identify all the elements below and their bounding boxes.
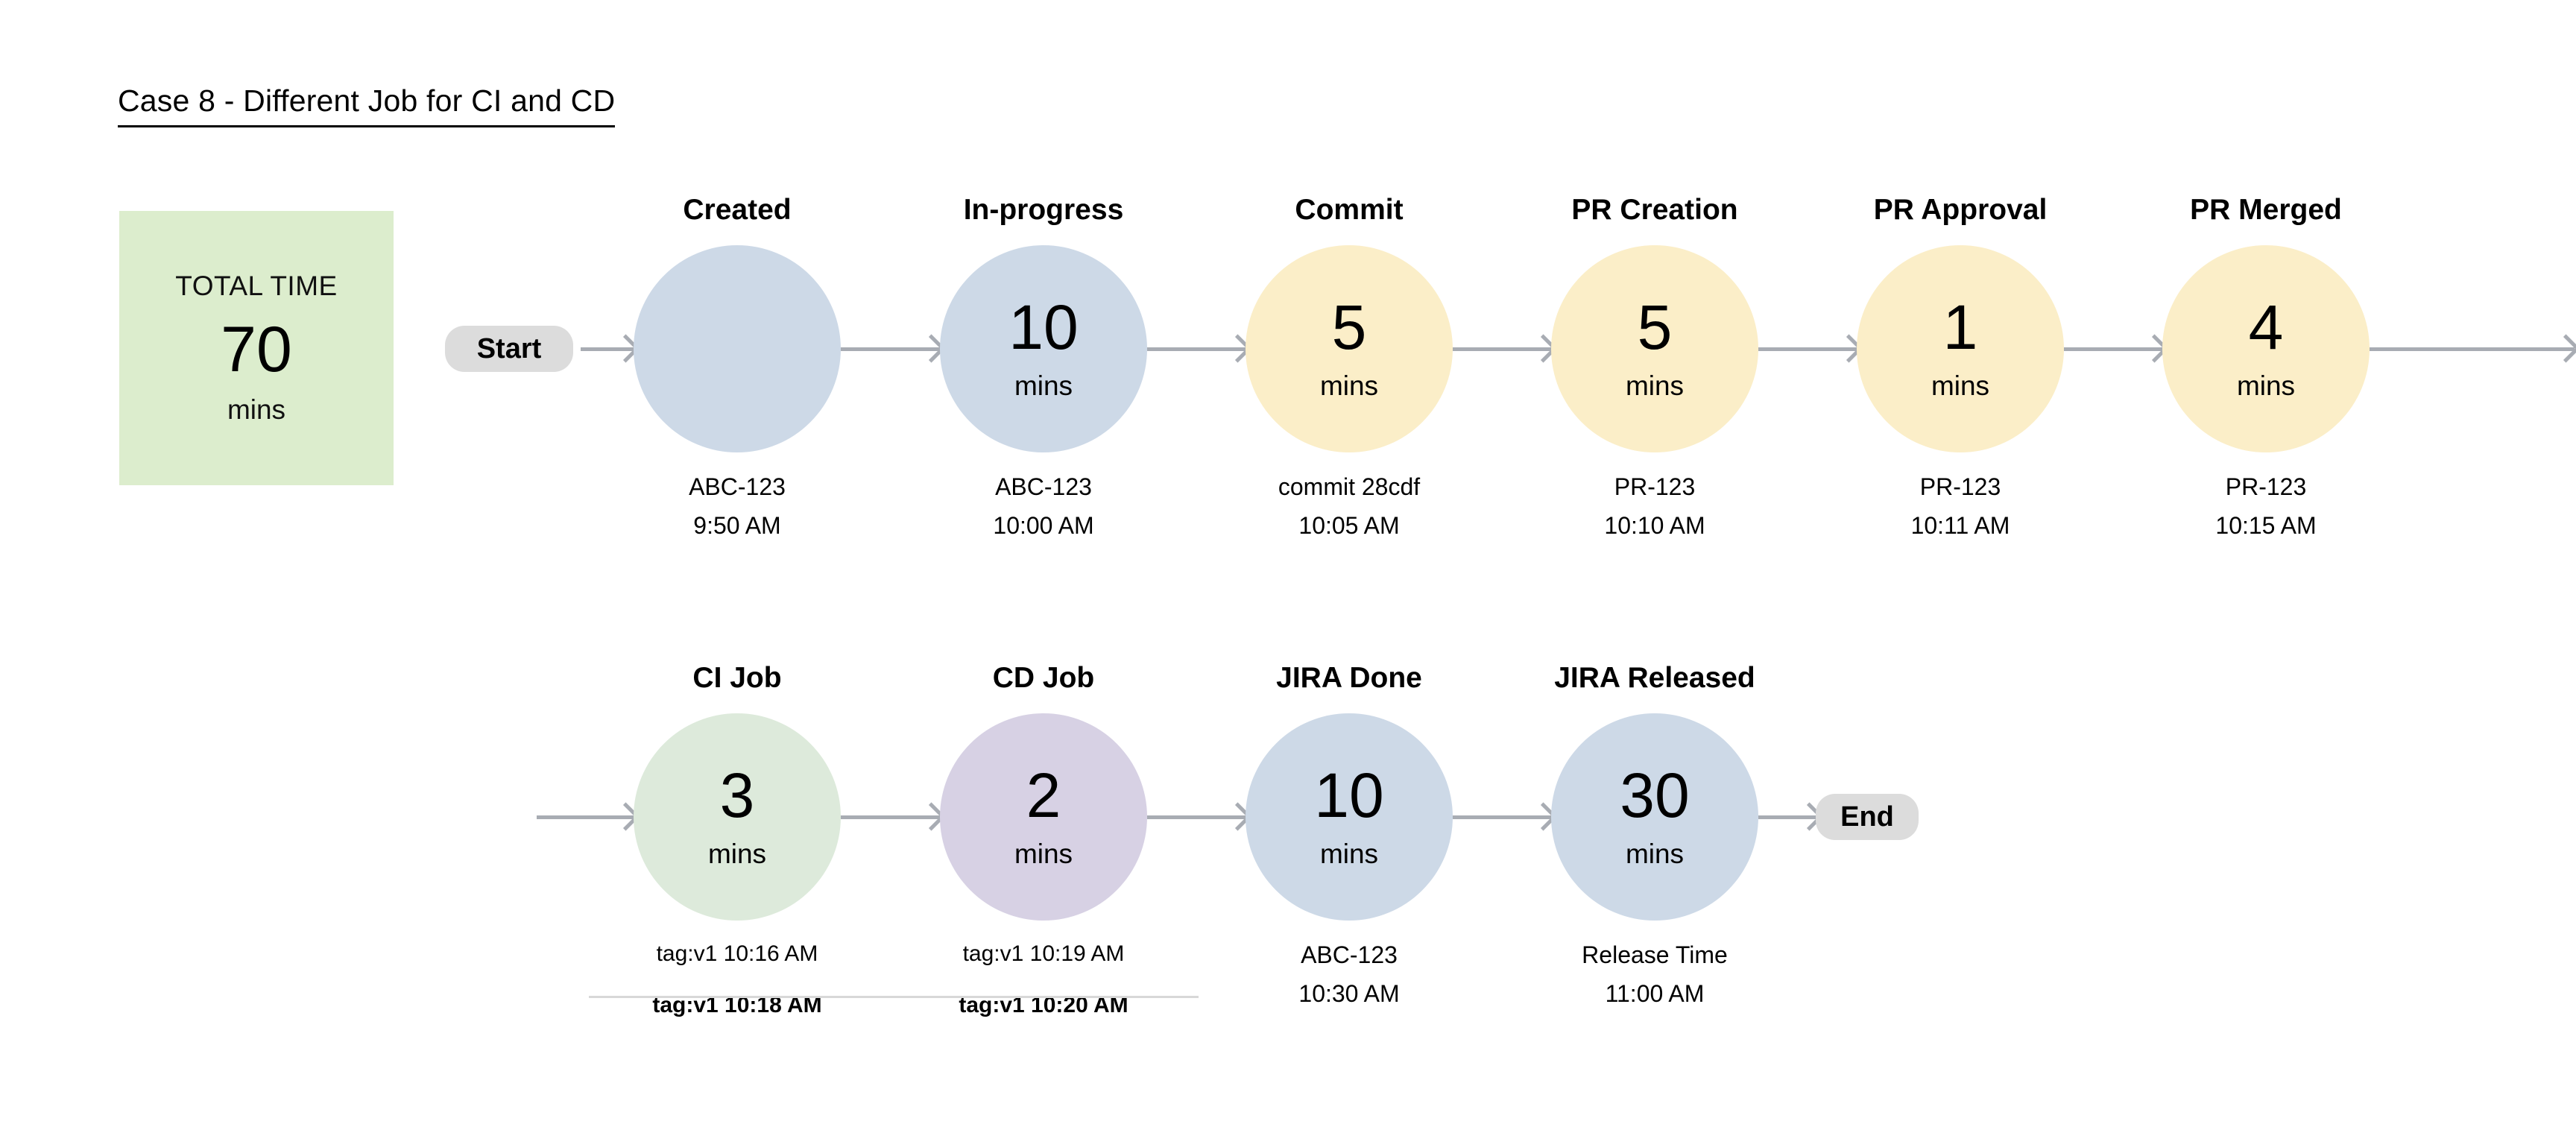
node-meta-time: 10:00 AM (993, 511, 1094, 539)
connector-line (1453, 815, 1552, 819)
node-bubble[interactable]: 1 mins (1857, 245, 2064, 452)
node-meta-time: 10:30 AM (1298, 979, 1400, 1007)
node-value: 10 (1314, 760, 1384, 830)
node-title: JIRA Released (1554, 662, 1755, 694)
node-meta: PR-123 10:10 AM (1483, 468, 1826, 546)
node-tag-start: tag:v1 10:16 AM (656, 941, 818, 966)
node-unit: mins (1625, 839, 1685, 869)
node-bubble[interactable]: 4 mins (2162, 245, 2370, 452)
node-meta: ABC-123 10:00 AM (872, 468, 1215, 546)
node-meta-ref: PR-123 (2225, 473, 2307, 500)
node-title: Commit (1295, 194, 1404, 226)
node-meta-ref: ABC-123 (689, 473, 786, 500)
node-meta: Release Time 11:00 AM (1483, 936, 1826, 1014)
node-title: CI Job (692, 662, 782, 694)
node-title: Created (683, 194, 792, 226)
node-tag-end: tag:v1 10:20 AM (959, 992, 1128, 1017)
connector-line (1147, 347, 1246, 351)
node-bubble[interactable]: 10 mins (940, 245, 1147, 452)
connector-line (2064, 347, 2163, 351)
total-time-unit: mins (227, 394, 286, 426)
node-value: 5 (1331, 292, 1367, 362)
node-unit: mins (1931, 370, 1990, 401)
node-title: JIRA Done (1276, 662, 1422, 694)
node-bubble[interactable]: 3 mins (634, 713, 841, 921)
node-value: 5 (1637, 292, 1673, 362)
node-bubble[interactable]: 30 mins (1551, 713, 1758, 921)
node-unit: mins (1014, 370, 1073, 401)
node-meta-ref: ABC-123 (1301, 941, 1398, 968)
connector-line (1758, 815, 1818, 819)
node-unit: mins (1319, 370, 1379, 401)
node-meta-time: 10:10 AM (1604, 511, 1705, 539)
node-meta: ABC-123 10:30 AM (1178, 936, 1521, 1014)
node-unit: mins (1625, 370, 1685, 401)
node-tag-end: tag:v1 10:18 AM (652, 992, 822, 1017)
node-tag-meta: tag:v1 10:16 AM tag:v1 10:18 AM (566, 936, 909, 1023)
total-time-label: TOTAL TIME (175, 270, 338, 301)
page-title: Case 8 - Different Job for CI and CD (118, 83, 616, 127)
node-bubble[interactable]: 5 mins (1551, 245, 1758, 452)
node-meta-time: 10:11 AM (1910, 511, 2010, 539)
node-title: PR Creation (1571, 194, 1738, 226)
start-node[interactable]: Start (445, 326, 573, 372)
node-meta: PR-123 10:11 AM (1789, 468, 2132, 546)
connector-line (1758, 347, 1857, 351)
tag-row-divider (589, 996, 1199, 998)
node-bubble[interactable] (634, 245, 841, 452)
node-tag-meta: tag:v1 10:19 AM tag:v1 10:20 AM (872, 936, 1215, 1023)
node-meta-time: 11:00 AM (1605, 979, 1705, 1007)
node-meta-time: 10:15 AM (2215, 511, 2317, 539)
connector-line (841, 815, 940, 819)
node-value: 4 (2248, 292, 2284, 362)
node-bubble[interactable]: 10 mins (1246, 713, 1453, 921)
node-title: In-progress (963, 194, 1124, 226)
node-meta-time: 9:50 AM (693, 511, 781, 539)
node-meta-ref: Release Time (1582, 941, 1728, 968)
arrow-head-icon (2551, 334, 2576, 363)
node-title: PR Merged (2190, 194, 2342, 226)
start-node-label: Start (476, 332, 542, 364)
connector-line (1147, 815, 1246, 819)
node-unit: mins (707, 839, 767, 869)
node-value: 30 (1620, 760, 1690, 830)
node-unit: mins (2236, 370, 2296, 401)
node-value: 3 (719, 760, 755, 830)
node-meta: ABC-123 9:50 AM (566, 468, 909, 546)
node-tag-start: tag:v1 10:19 AM (962, 941, 1125, 966)
node-value: 2 (1026, 760, 1061, 830)
node-meta-ref: PR-123 (1614, 473, 1696, 500)
node-value: 1 (1942, 292, 1978, 362)
node-meta-ref: commit 28cdf (1278, 473, 1421, 500)
end-node-label: End (1840, 801, 1894, 833)
node-meta: commit 28cdf 10:05 AM (1178, 468, 1521, 546)
node-bubble[interactable]: 2 mins (940, 713, 1147, 921)
total-time-value: 70 (221, 313, 292, 385)
connector-line (841, 347, 940, 351)
end-node[interactable]: End (1816, 794, 1919, 840)
node-title: PR Approval (1873, 194, 2048, 226)
node-unit: mins (1319, 839, 1379, 869)
node-value: 10 (1008, 292, 1079, 362)
connector-line (537, 815, 634, 819)
total-time-card: TOTAL TIME 70 mins (119, 211, 394, 485)
node-meta-time: 10:05 AM (1298, 511, 1400, 539)
connector-line (2370, 347, 2575, 351)
node-meta: PR-123 10:15 AM (2094, 468, 2437, 546)
node-meta-ref: ABC-123 (995, 473, 1092, 500)
node-unit: mins (1014, 839, 1073, 869)
node-meta-ref: PR-123 (1919, 473, 2001, 500)
connector-line (1453, 347, 1552, 351)
node-bubble[interactable]: 5 mins (1246, 245, 1453, 452)
node-title: CD Job (992, 662, 1095, 694)
connector-line (581, 347, 634, 351)
